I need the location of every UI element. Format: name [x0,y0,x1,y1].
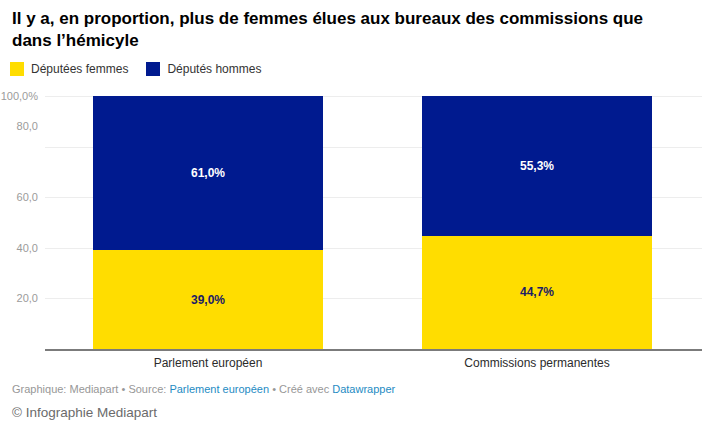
footer-attribution: Graphique: Mediapart • Source: Parlement… [12,383,723,395]
y-tick-60: 60,0 [0,191,38,203]
y-tick-40: 40,0 [0,242,38,254]
footer-separator-1: • [121,383,125,395]
y-tick-20: 20,0 [0,292,38,304]
y-tick-100: 100,0% [0,90,38,102]
x-axis-label-commissions: Commissions permanentes [422,356,652,370]
footer-byline: Graphique: Mediapart [12,383,118,395]
page-title: Il y a, en proportion, plus de femmes él… [12,8,711,52]
footer-source-label: Source: [128,383,166,395]
value-label-hommes-commissions: 55,3% [520,159,554,173]
x-axis-label-parlement: Parlement européen [93,356,323,370]
segment-hommes-parlement: 61,0% [93,96,323,250]
copyright-text: © Infographie Mediapart [12,405,723,420]
legend-item-hommes: Députés hommes [146,62,261,76]
title-line-2: dans l’hémicyle [12,31,139,50]
plot-area: 61,0% 39,0% 55,3% 44,7% Parlement europé… [45,96,702,349]
stacked-bar-chart: 61,0% 39,0% 55,3% 44,7% Parlement europé… [0,96,723,376]
datawrapper-link[interactable]: Datawrapper [332,383,395,395]
footer-created-label: Créé avec [279,383,329,395]
segment-hommes-commissions: 55,3% [422,96,652,236]
segment-femmes-parlement: 39,0% [93,250,323,349]
chart-page: Il y a, en proportion, plus de femmes él… [0,0,723,426]
bar-commissions-permanentes: 55,3% 44,7% [422,96,652,349]
y-tick-80: 80,0 [0,120,38,132]
legend-label-femmes: Députées femmes [31,62,128,76]
legend-swatch-hommes [146,62,160,76]
legend-swatch-femmes [10,62,24,76]
value-label-hommes-parlement: 61,0% [191,166,225,180]
value-label-femmes-parlement: 39,0% [191,293,225,307]
legend-item-femmes: Députées femmes [10,62,128,76]
legend-label-hommes: Députés hommes [167,62,261,76]
source-link[interactable]: Parlement européen [169,383,269,395]
footer-separator-2: • [272,383,276,395]
bar-parlement-europeen: 61,0% 39,0% [93,96,323,349]
title-line-1: Il y a, en proportion, plus de femmes él… [12,9,643,28]
legend: Députées femmes Députés hommes [10,62,723,76]
x-axis-baseline [45,349,702,351]
value-label-femmes-commissions: 44,7% [520,285,554,299]
segment-femmes-commissions: 44,7% [422,236,652,349]
